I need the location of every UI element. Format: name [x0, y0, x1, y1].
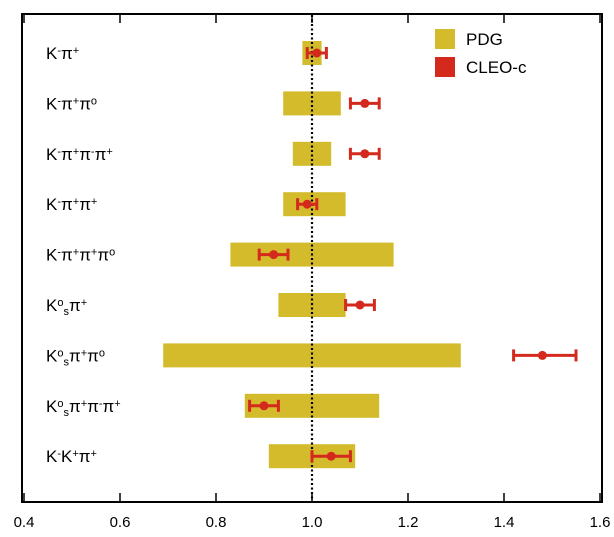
channel-labels: K-π+ K-π+πo K-π+π-π+ K-π+π+ K-π+π+πo Kosπ+ Kos… — [46, 44, 121, 466]
channel-label: K-K+π+ — [46, 447, 97, 466]
x-tick-label: 0.4 — [14, 514, 35, 531]
channel-label: K-π+πo — [46, 94, 97, 113]
legend: PDG CLEO-c — [435, 29, 527, 77]
x-tick-label: 1.6 — [590, 514, 611, 531]
x-tick-label: 1.2 — [398, 514, 419, 531]
cleo-point — [312, 48, 322, 58]
channel-label: Kosπ+ — [46, 296, 87, 318]
cleo-point — [259, 401, 269, 411]
pdg-band — [283, 91, 341, 116]
legend-label: CLEO-c — [466, 58, 527, 77]
x-tick-label: 1.4 — [494, 514, 515, 531]
x-tick-label: 0.8 — [206, 514, 227, 531]
cleo-point — [360, 98, 370, 108]
x-tick-label: 0.6 — [110, 514, 131, 531]
cleo-point — [537, 350, 547, 360]
x-axis: 0.4 0.6 0.8 1.0 1.2 1.4 1.6 — [14, 14, 611, 531]
channel-label: K-π+π+ — [46, 195, 97, 214]
legend-swatch — [435, 29, 455, 49]
pdg-band — [292, 141, 332, 166]
cleo-point — [302, 199, 312, 209]
cleo-point — [360, 149, 370, 159]
cleo-point — [355, 300, 365, 310]
legend-label: PDG — [466, 30, 503, 49]
cleo-point — [269, 250, 279, 260]
cleo-point — [326, 451, 336, 461]
channel-label: K-π+π-π+ — [46, 145, 113, 164]
channel-label: K-π+ — [46, 44, 79, 63]
cleo-points — [248, 47, 578, 463]
channel-label: Kosπ+πo — [46, 346, 105, 368]
channel-label: K-π+π+πo — [46, 246, 115, 265]
legend-swatch — [435, 57, 455, 77]
x-tick-label: 1.0 — [302, 514, 323, 531]
channel-label: Kosπ+π-π+ — [46, 397, 121, 419]
pdg-band — [163, 343, 461, 368]
